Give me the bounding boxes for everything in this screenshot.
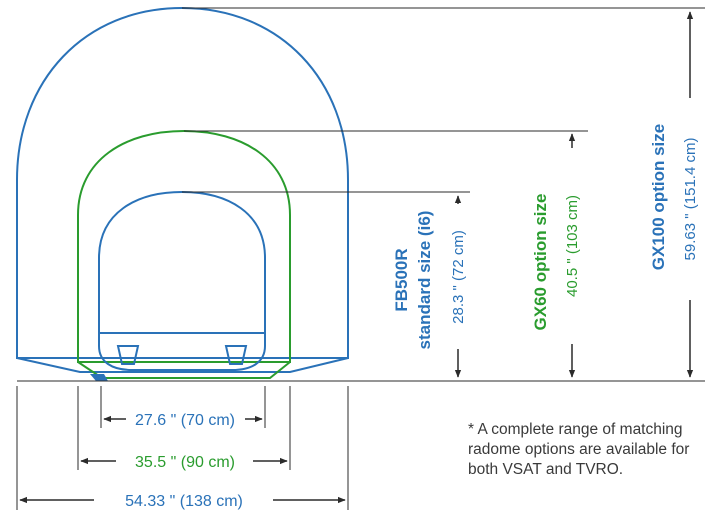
fb500r-name-line2: standard size (i6): [415, 211, 434, 350]
gx60-radome-base: [77, 361, 291, 379]
gx100-radome-base: [16, 357, 349, 373]
gx60-height-label: 40.5 " (103 cm): [564, 195, 581, 297]
gx100-height-label: 59.63 " (151.4 cm): [682, 138, 699, 261]
mounting-foot: [90, 374, 108, 381]
gx100-width-label: 54.33 " (138 cm): [125, 493, 243, 510]
fb500r-name-line1: FB500R: [392, 248, 411, 311]
fb500r-radome-outline: [98, 190, 266, 334]
fb500r-width-label: 27.6 " (70 cm): [135, 412, 235, 429]
fb500r-height-label: 28.3 " (72 cm): [450, 230, 467, 324]
fb500r-left-handle: [116, 345, 140, 365]
gx100-name-label: GX100 option size: [649, 124, 668, 270]
gx60-width-label: 35.5 " (90 cm): [135, 454, 235, 471]
gx60-radome-outline: [77, 129, 291, 363]
fb500r-right-handle: [224, 345, 248, 365]
footnote: * A complete range of matching radome op…: [468, 421, 690, 478]
gx60-name-label: GX60 option size: [531, 194, 550, 331]
fb500r-radome-base: [98, 333, 266, 371]
gx100-radome-outline: [16, 6, 349, 359]
